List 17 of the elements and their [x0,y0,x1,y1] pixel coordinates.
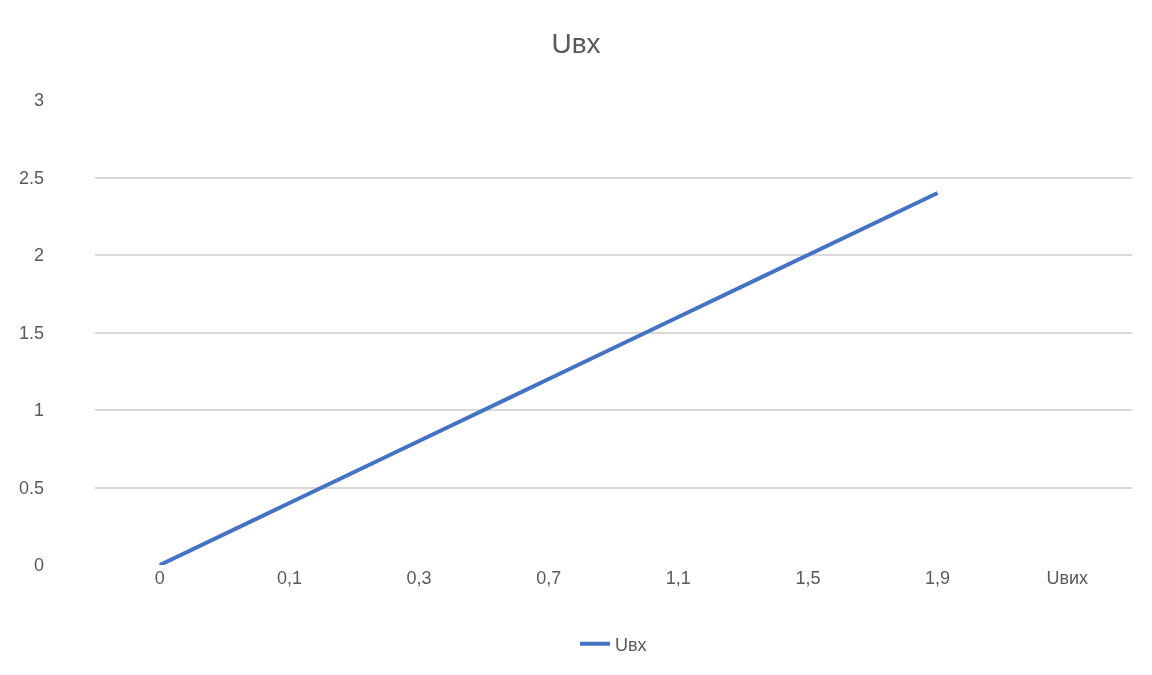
x-tick-label: 0,7 [536,568,562,588]
x-tick-label: 1,9 [925,568,951,588]
x-tick-label: 0 [154,568,165,588]
y-tick-label: 3 [33,90,44,111]
y-tick-label: 2.5 [18,167,44,188]
legend-label: Uвх [615,634,647,655]
y-tick-label: 1.5 [18,322,44,343]
x-tick-label: 0,3 [406,568,432,588]
x-tick-label: 0,1 [276,568,302,588]
x-tick-label: 1,5 [795,568,821,588]
y-tick-label: 2 [33,245,44,266]
line-series [157,191,940,565]
y-tick-label: 0.5 [18,477,44,498]
chart-title: Uвх [551,28,601,60]
y-tick-label: 1 [33,400,44,421]
x-tick-label: Uвих [1046,568,1088,588]
x-tick-label: 1,1 [665,568,691,588]
